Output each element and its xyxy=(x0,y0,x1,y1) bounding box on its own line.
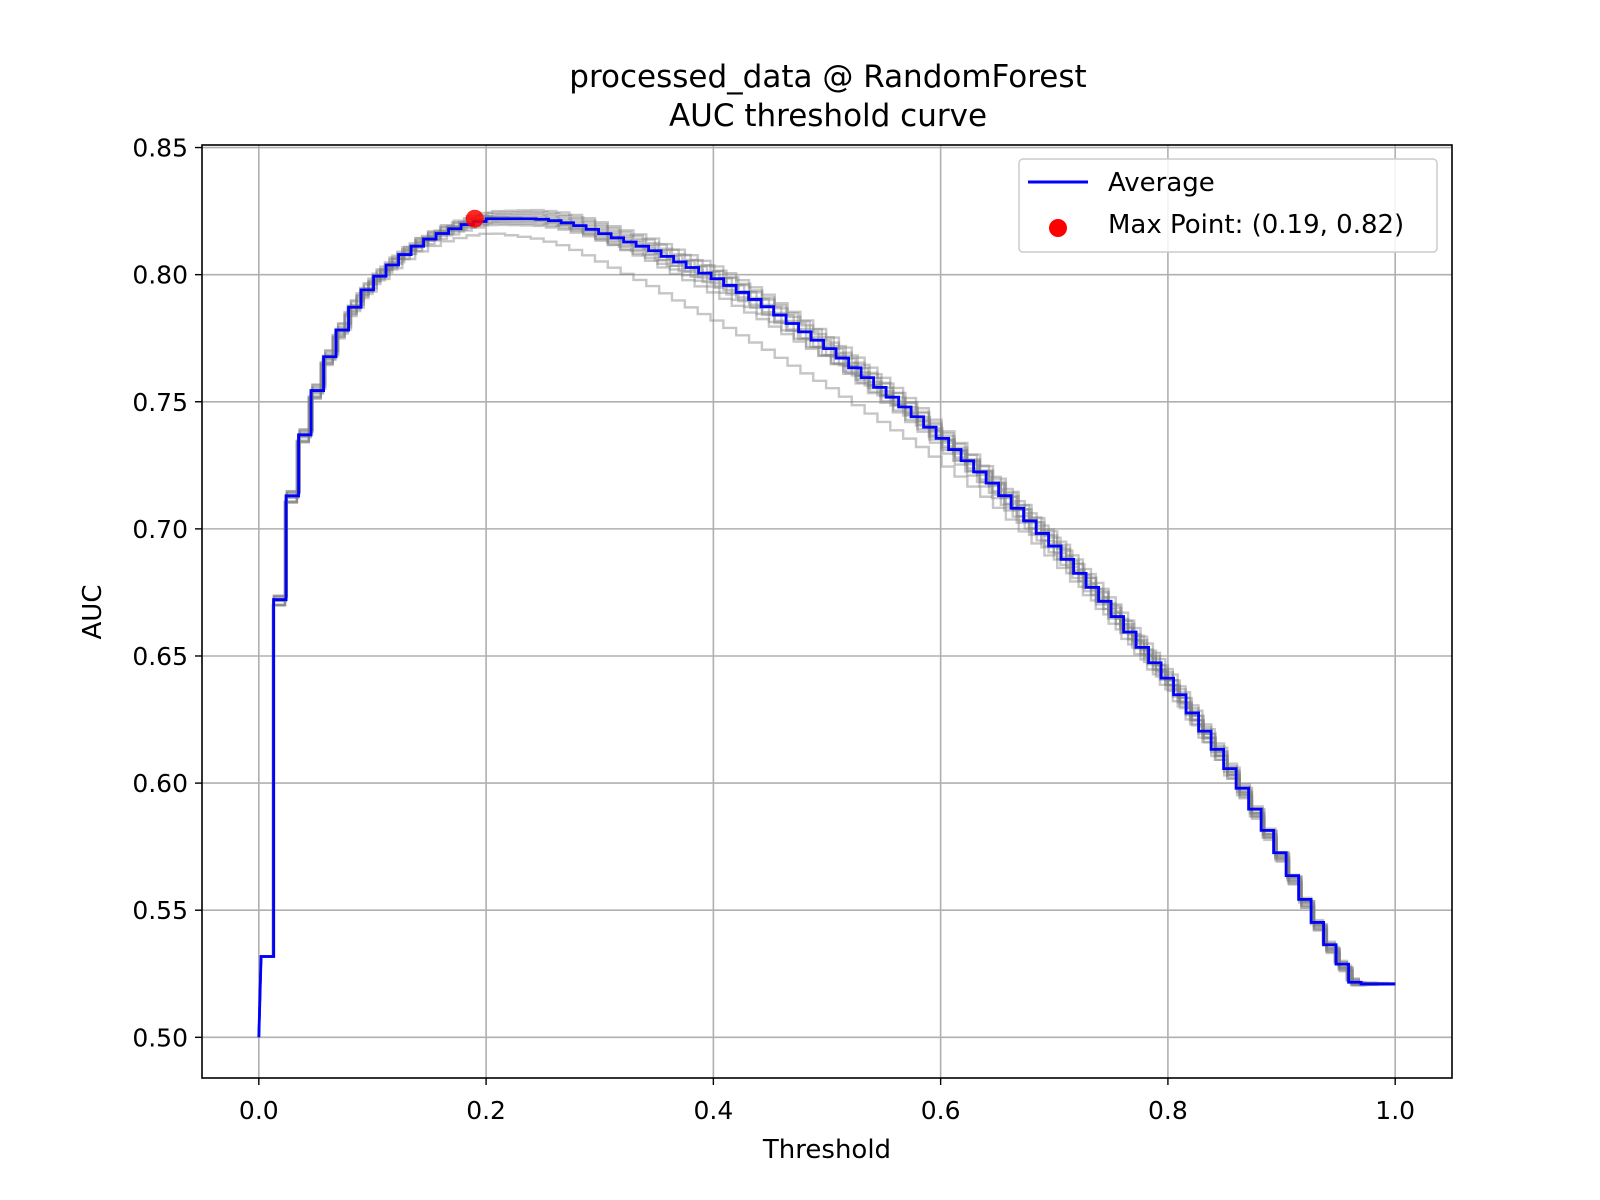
fold-curve-1 xyxy=(257,214,1396,1038)
max-point-group xyxy=(465,209,484,228)
y-tick-label: 0.65 xyxy=(132,642,188,671)
chart-subtitle: AUC threshold curve xyxy=(669,98,987,134)
legend-max-point-label: Max Point: (0.19, 0.82) xyxy=(1108,210,1404,240)
fold-curve-3 xyxy=(257,210,1396,1038)
y-tick-label: 0.60 xyxy=(132,769,188,798)
legend-max-point-marker xyxy=(1049,219,1067,237)
x-axis-label: Threshold xyxy=(762,1135,891,1165)
legend-average-label: Average xyxy=(1108,168,1215,198)
x-axis-ticks: 0.0 0.2 0.4 0.6 0.8 1.0 xyxy=(239,1078,1415,1125)
y-tick-label: 0.85 xyxy=(132,134,188,163)
x-tick-label: 0.2 xyxy=(466,1096,506,1125)
x-tick-label: 0.4 xyxy=(693,1096,733,1125)
average-curve-group xyxy=(257,217,1396,1038)
chart-title: processed_data @ RandomForest xyxy=(569,59,1086,95)
y-axis-label: AUC xyxy=(78,585,108,640)
legend: Average Max Point: (0.19, 0.82) xyxy=(1018,158,1438,253)
grid-lines xyxy=(202,145,1452,1078)
x-tick-label: 0.6 xyxy=(921,1096,961,1125)
y-tick-label: 0.50 xyxy=(132,1023,188,1052)
y-axis-ticks: 0.50 0.55 0.60 0.65 0.70 0.75 0.80 0.85 xyxy=(132,134,202,1052)
y-tick-label: 0.80 xyxy=(132,261,188,290)
y-tick-label: 0.70 xyxy=(132,515,188,544)
x-tick-label: 0.0 xyxy=(239,1096,279,1125)
plot-frame xyxy=(201,144,1453,1079)
x-tick-label: 1.0 xyxy=(1375,1096,1415,1125)
legend-box xyxy=(1018,158,1438,253)
fold-curve-4 xyxy=(257,223,1396,1038)
fold-curves xyxy=(257,208,1396,1038)
max-point-marker xyxy=(465,209,484,228)
y-tick-label: 0.55 xyxy=(132,896,188,925)
x-tick-label: 0.8 xyxy=(1148,1096,1188,1125)
average-curve xyxy=(257,217,1396,1038)
y-tick-label: 0.75 xyxy=(132,388,188,417)
fold-curve-7 xyxy=(257,215,1396,1038)
fold-curve-11 xyxy=(257,208,1396,1038)
